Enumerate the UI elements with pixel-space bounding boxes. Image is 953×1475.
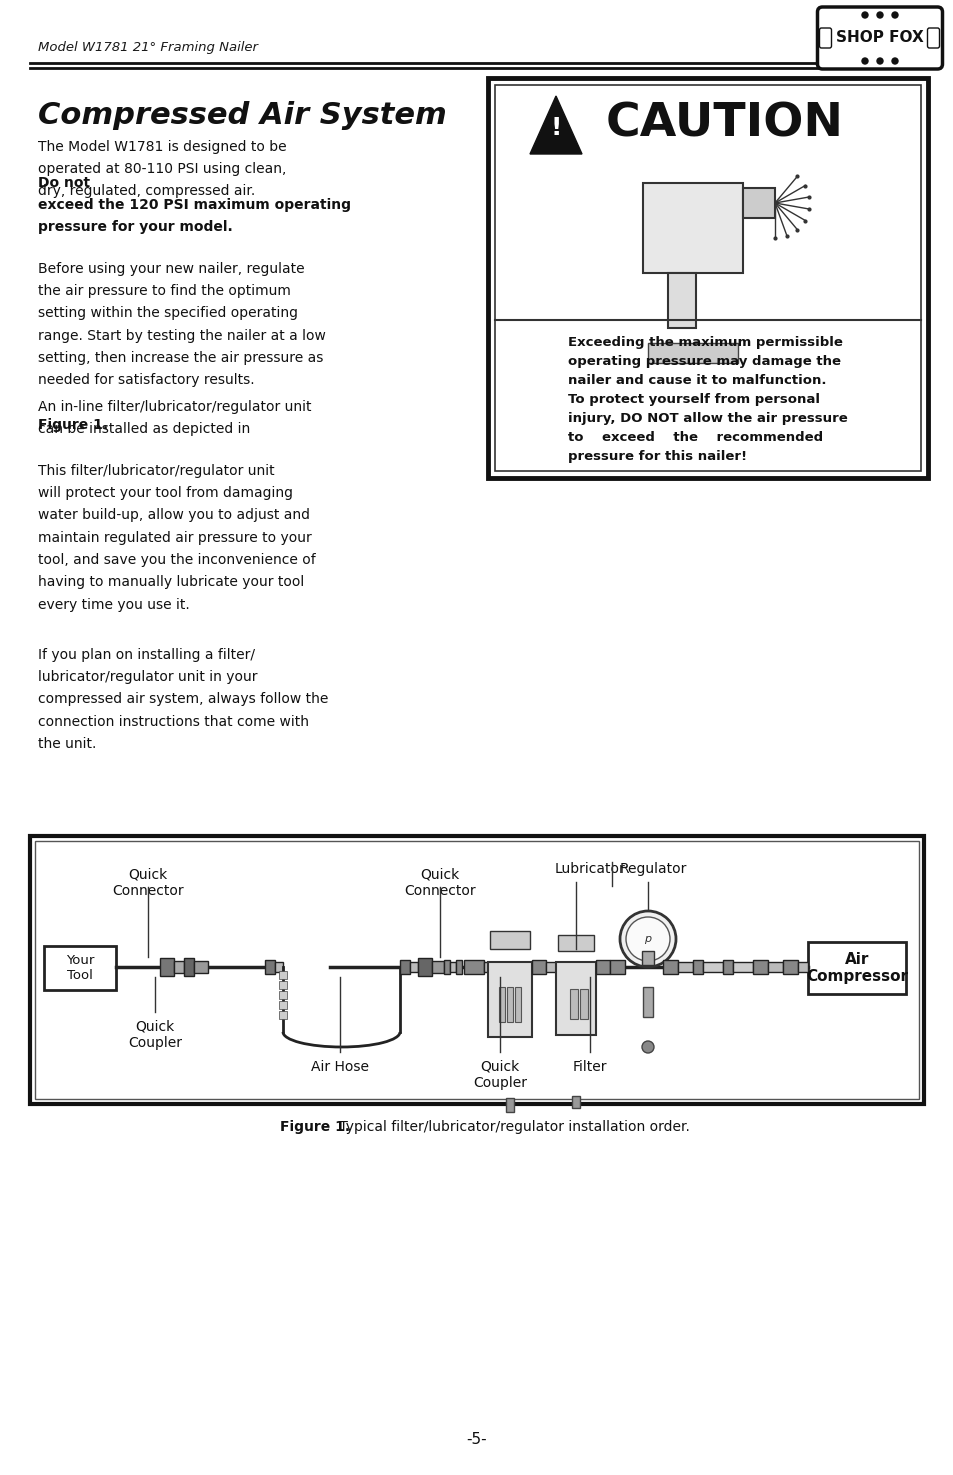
Text: -5-: -5- (466, 1432, 487, 1447)
Bar (443, 960, 450, 974)
Bar (30, 836, 923, 1103)
Bar (456, 960, 461, 974)
Bar (160, 957, 173, 976)
Bar (44, 945, 116, 990)
Bar (797, 962, 807, 972)
Bar (532, 960, 545, 974)
Text: CAUTION: CAUTION (605, 102, 843, 146)
FancyBboxPatch shape (819, 28, 831, 49)
Bar (702, 962, 722, 972)
Bar (641, 951, 654, 965)
Bar (642, 987, 652, 1016)
Text: An in-line filter/lubricator/regulator unit
can be installed as depicted in: An in-line filter/lubricator/regulator u… (38, 400, 312, 437)
Text: Air
Compressor: Air Compressor (805, 951, 907, 984)
Bar (558, 935, 594, 951)
Circle shape (862, 58, 867, 63)
Text: Before using your new nailer, regulate
the air pressure to find the optimum
sett: Before using your new nailer, regulate t… (38, 263, 326, 388)
Bar (483, 962, 494, 972)
Bar (399, 960, 410, 974)
Circle shape (619, 912, 676, 968)
Bar (752, 960, 767, 974)
Bar (647, 344, 738, 363)
Bar (692, 960, 702, 974)
Circle shape (625, 917, 669, 962)
Bar (556, 962, 596, 1035)
Bar (678, 962, 692, 972)
Bar (278, 1010, 287, 1019)
Circle shape (876, 58, 882, 63)
Circle shape (891, 12, 897, 18)
Text: Model W1781 21° Framing Nailer: Model W1781 21° Framing Nailer (38, 41, 257, 55)
Bar (450, 962, 456, 972)
Bar (173, 962, 184, 974)
Text: Quick
Coupler: Quick Coupler (473, 1061, 526, 1090)
Bar (265, 960, 274, 974)
Text: Quick
Connector: Quick Connector (404, 867, 476, 898)
Bar (505, 1097, 514, 1112)
Circle shape (862, 12, 867, 18)
Bar (278, 991, 287, 999)
Bar (35, 841, 918, 1099)
Bar (667, 273, 696, 327)
Bar (609, 960, 624, 974)
Text: Filter: Filter (572, 1061, 607, 1074)
Polygon shape (530, 96, 581, 153)
Bar (278, 1002, 287, 1009)
Bar (569, 990, 578, 1019)
Bar (572, 1096, 579, 1108)
Bar (596, 960, 609, 974)
Bar (274, 962, 283, 972)
Text: Figure 1.: Figure 1. (38, 417, 108, 432)
Circle shape (876, 12, 882, 18)
Bar (488, 962, 532, 1037)
Bar (722, 960, 732, 974)
Bar (506, 987, 513, 1022)
Bar (579, 990, 587, 1019)
Bar (184, 957, 193, 976)
Text: Quick
Coupler: Quick Coupler (128, 1021, 182, 1050)
Text: Regulator: Regulator (619, 861, 687, 876)
Text: If you plan on installing a filter/
lubricator/regulator unit in your
compressed: If you plan on installing a filter/ lubr… (38, 648, 328, 751)
Text: Exceeding the maximum permissible
operating pressure may damage the
nailer and c: Exceeding the maximum permissible operat… (568, 336, 847, 463)
Text: !: ! (550, 117, 561, 140)
Text: Quick
Connector: Quick Connector (112, 867, 184, 898)
Text: Your
Tool: Your Tool (66, 954, 94, 982)
Bar (732, 962, 752, 972)
Bar (642, 183, 742, 273)
Bar (495, 86, 920, 471)
Bar (515, 987, 520, 1022)
Text: The Model W1781 is designed to be
operated at 80-110 PSI using clean,
dry, regul: The Model W1781 is designed to be operat… (38, 140, 286, 199)
Bar (278, 971, 287, 979)
FancyBboxPatch shape (926, 28, 939, 49)
Circle shape (641, 1041, 654, 1053)
Text: Compressed Air System: Compressed Air System (38, 100, 446, 130)
Bar (410, 962, 417, 972)
Text: This filter/lubricator/regulator unit
will protect your tool from damaging
water: This filter/lubricator/regulator unit wi… (38, 465, 315, 612)
Bar (767, 962, 782, 972)
Bar (490, 931, 530, 948)
Bar (807, 943, 905, 994)
Bar (463, 960, 483, 974)
Bar (742, 187, 774, 218)
Bar (417, 957, 432, 976)
Bar (498, 987, 504, 1022)
Text: Typical filter/lubricator/regulator installation order.: Typical filter/lubricator/regulator inst… (335, 1120, 689, 1134)
Text: SHOP FOX: SHOP FOX (835, 31, 923, 46)
Bar (432, 962, 443, 974)
Bar (488, 78, 927, 478)
Text: Do not
exceed the 120 PSI maximum operating
pressure for your model.: Do not exceed the 120 PSI maximum operat… (38, 176, 351, 235)
Circle shape (891, 58, 897, 63)
Bar (545, 962, 556, 972)
Bar (662, 960, 678, 974)
Bar (278, 981, 287, 990)
Text: Lubricator: Lubricator (555, 861, 625, 876)
FancyBboxPatch shape (817, 7, 942, 69)
Bar (193, 962, 208, 974)
Text: p: p (644, 934, 651, 944)
Text: Figure 1.: Figure 1. (280, 1120, 350, 1134)
Bar (782, 960, 797, 974)
Text: Air Hose: Air Hose (311, 1061, 369, 1074)
